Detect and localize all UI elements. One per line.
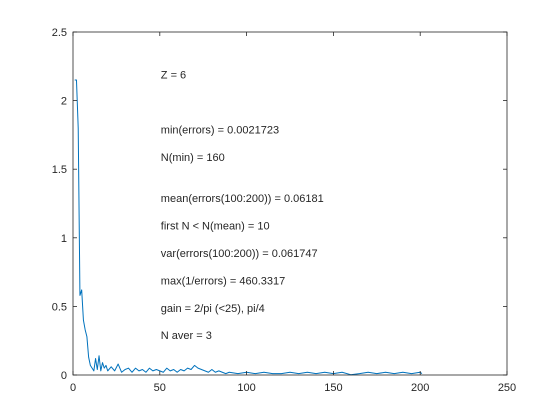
plot-area [73,32,507,375]
x-tick-label: 0 [70,382,76,394]
annotation-text: N(min) = 160 [161,152,225,164]
y-tick-label: 0.5 [52,301,67,313]
y-tick-label: 2.5 [52,27,67,39]
tick-layer: 0 50 100 150 200 250 0 0.5 1 1.5 2 2.5 [52,27,516,394]
axes-box [72,31,508,376]
annotation-text: gain = 2/pi (<25), pi/4 [161,303,265,315]
x-tick-label: 250 [498,382,516,394]
annotation-layer: Z = 6 min(errors) = 0.0021723 N(min) = 160… [161,70,324,343]
y-tick-label: 2 [61,96,67,108]
annotation-text: var(errors(100:200)) = 0.061747 [161,248,318,260]
x-tick-label: 100 [237,382,255,394]
series-line [74,79,423,376]
annotation-text: min(errors) = 0.0021723 [161,124,279,136]
x-tick-label: 200 [411,382,429,394]
x-tick-label: 50 [154,382,166,394]
annotation-text: max(1/errors) = 460.3317 [161,275,285,287]
y-tick-label: 1 [61,233,67,245]
annotation-text: N aver = 3 [161,330,212,342]
y-tick-label: 1.5 [52,164,67,176]
annotation-text: mean(errors(100:200)) = 0.06181 [161,193,324,205]
x-tick-label: 150 [324,382,342,394]
annotation-text: Z = 6 [161,70,186,82]
series-layer [74,79,423,376]
y-tick-label: 0 [61,370,67,382]
annotation-text: first N < N(mean) = 10 [161,220,270,232]
